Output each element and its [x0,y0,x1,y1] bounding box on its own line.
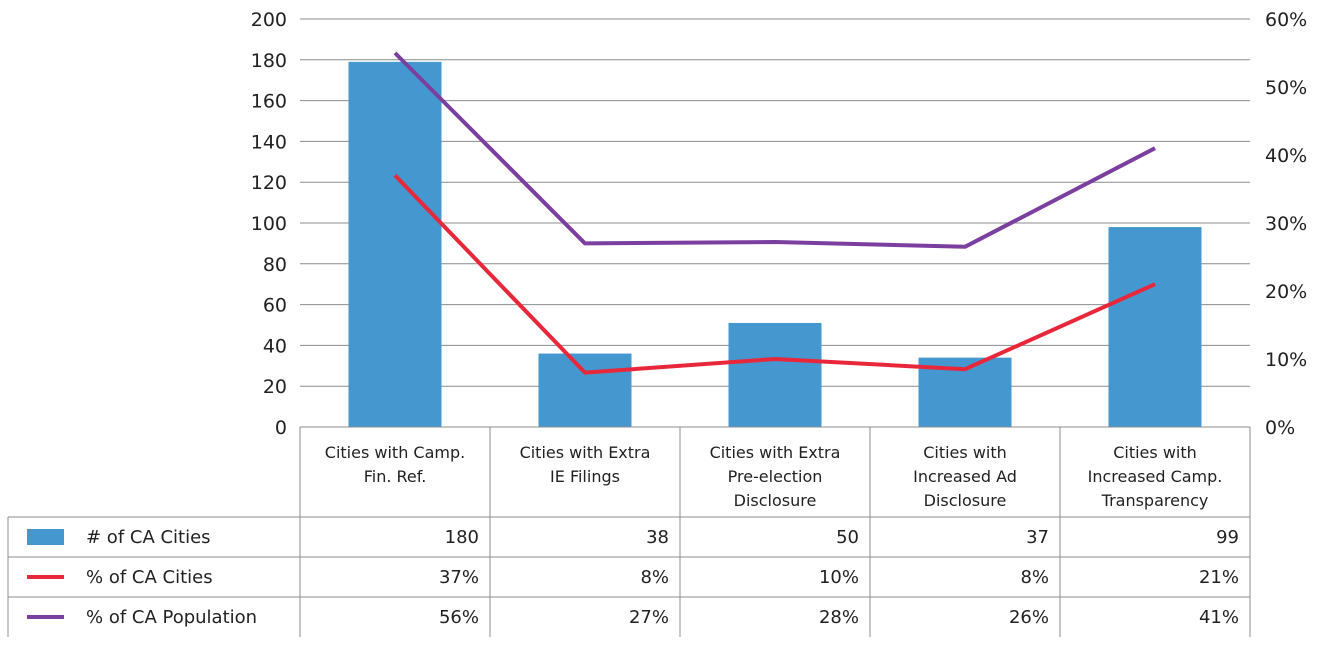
series-name: % of CA Cities [86,567,213,588]
y-right-tick-label: 20% [1265,281,1307,303]
y-left-tick-label: 200 [251,9,287,31]
y-left-tick-label: 120 [251,172,287,194]
table-cell-value: 37 [1026,527,1049,548]
category-label-line: Disclosure [734,491,817,510]
series-line [393,51,1156,249]
category-label-line: Cities with [923,443,1007,462]
table-cell-value: 41% [1199,607,1239,628]
y-right-tick-label: 50% [1265,77,1307,99]
category-label-line: IE Filings [550,467,620,486]
category-label: Cities with Increased Ad Disclosure [913,443,1017,510]
category-label-line: Transparency [1101,491,1209,510]
gridlines [300,18,1250,387]
category-label-line: Pre-election [728,467,823,486]
y-left-tick-label: 60 [263,295,287,317]
table-cell-value: 50 [836,527,859,548]
y-left-tick-label: 20 [263,376,287,398]
y-right-tick-label: 40% [1265,145,1307,167]
bar [348,61,442,428]
table-cell-value: 56% [439,607,479,628]
category-label-line: Increased Ad [913,467,1017,486]
table-cell-value: 8% [640,567,669,588]
y-left-tick-label: 160 [251,91,287,113]
axes: 0 20 40 60 80 100 120 140 160 180 200 0% 10% 20% 30% 40… [251,9,1308,439]
category-label: Cities with Increased Camp. Transparency [1088,443,1223,510]
table-cell-value: 37% [439,567,479,588]
y-right-tick-label: 10% [1265,349,1307,371]
series-name: # of CA Cities [86,527,211,548]
bar [1108,227,1202,427]
category-label-line: Fin. Ref. [364,467,427,486]
y-left-tick-label: 180 [251,50,287,72]
data-table: Cities with Camp. Fin. Ref. Cities with Ex… [7,426,1251,637]
category-label-line: Cities with Camp. [325,443,465,462]
table-cell-value: 180 [445,527,479,548]
category-label: Cities with Extra IE Filings [520,443,651,486]
table-cell-value: 21% [1199,567,1239,588]
category-label-line: Cities with Extra [520,443,651,462]
y-right-tick-label: 0% [1265,417,1295,439]
category-label: Cities with Extra Pre-election Disclosure [710,443,841,510]
table-cell-value: 27% [629,607,669,628]
table-cell-value: 38 [646,527,669,548]
y-left-tick-label: 140 [251,131,287,153]
line-series [393,51,1156,375]
y-left-tick-label: 100 [251,213,287,235]
y-left-tick-label: 0 [275,417,287,439]
category-label-line: Increased Camp. [1088,467,1223,486]
category-label-line: Disclosure [924,491,1007,510]
bar [728,322,822,427]
series-line [393,174,1156,375]
table-cell-value: 10% [819,567,859,588]
category-label: Cities with Camp. Fin. Ref. [325,443,465,486]
y-left-tick-label: 80 [263,254,287,276]
category-label-line: Cities with [1113,443,1197,462]
series-name: % of CA Population [86,607,257,628]
bar-series [348,61,1202,428]
y-right-tick-label: 60% [1265,9,1307,31]
table-cell-value: 28% [819,607,859,628]
legend-swatch-bar [27,529,64,545]
y-right-tick-label: 30% [1265,213,1307,235]
y-left-tick-label: 40 [263,335,287,357]
bar [538,353,632,427]
category-label-line: Cities with Extra [710,443,841,462]
table-cell-value: 26% [1009,607,1049,628]
table-cell-value: 8% [1020,567,1049,588]
table-cell-value: 99 [1216,527,1239,548]
